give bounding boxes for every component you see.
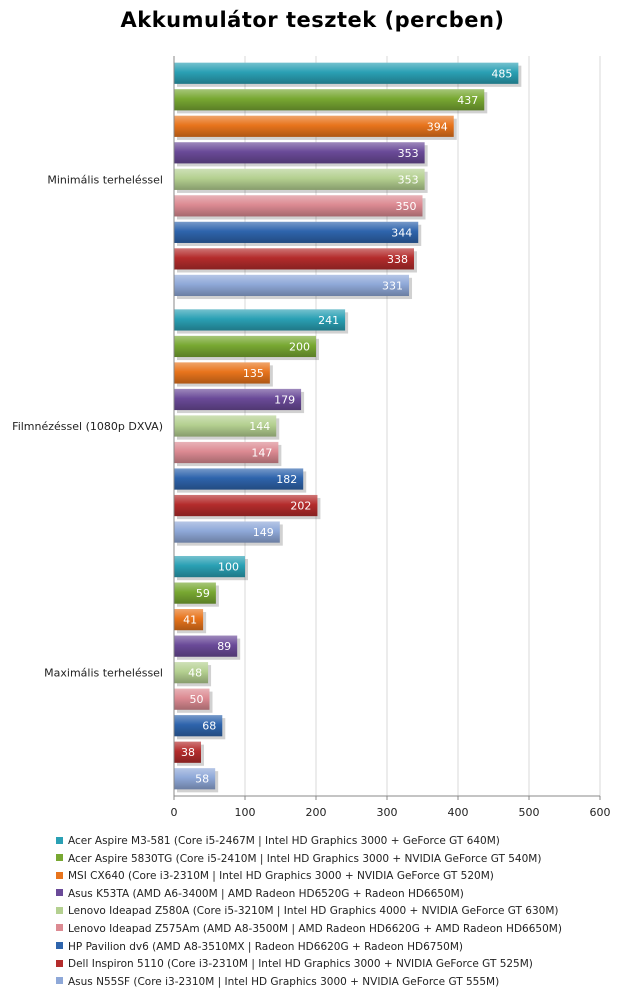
data-label: 353 [398,147,419,160]
legend-label: MSI CX640 (Core i3-2310M | Intel HD Grap… [68,870,494,883]
legend-swatch [56,871,63,879]
bar [174,388,302,411]
bar [174,195,423,217]
data-label: 41 [183,614,197,627]
bar [174,741,201,763]
bar [174,415,277,437]
category-label: Minimális terheléssel [47,173,163,186]
x-tick-label: 0 [171,806,178,819]
bar [174,555,245,578]
category-label: Filmnézéssel (1080p DXVA) [12,420,163,433]
bar [174,494,318,517]
legend-swatch [56,959,63,967]
legend-item: Acer Aspire 5830TG (Core i5-2410M | Inte… [56,851,621,869]
data-label: 394 [427,120,448,133]
bar [174,62,519,84]
bars: 485 437 394 353 353 350 344 338 331 241 200 135 179 1… [174,62,522,793]
legend-label: HP Pavilion dv6 (AMD A8-3510MX | Radeon … [68,940,463,953]
data-label: 149 [253,526,274,539]
bar [174,274,410,297]
bar [174,309,346,331]
axes: 0 100 200 300 400 500 600 Minimális terheléssel… [12,56,611,819]
data-label: 202 [290,500,311,513]
data-label: 241 [318,314,339,327]
bar [174,142,425,164]
legend-label: Asus N55SF (Core i3-2310M | Intel HD Gra… [68,975,500,988]
legend-item: Asus N55SF (Core i3-2310M | Intel HD Gra… [56,974,621,991]
data-label: 59 [196,587,210,600]
x-tick-label: 200 [306,806,327,819]
legend-label: Acer Aspire 5830TG (Core i5-2410M | Inte… [68,852,542,865]
bar [174,662,209,684]
data-label: 437 [457,94,478,107]
legend-item: Dell Inspiron 5110 (Core i3-2310M | Inte… [56,956,621,974]
bar [174,441,279,464]
bar [174,768,216,790]
data-label: 147 [251,447,272,460]
data-label: 144 [249,420,270,433]
legend-swatch [56,836,63,844]
legend-item: HP Pavilion dv6 (AMD A8-3510MX | Radeon … [56,939,621,957]
bar-chart: 485 437 394 353 353 350 344 338 331 241 200 135 179 1… [12,56,611,819]
legend-label: Lenovo Ideapad Z580A (Core i5-3210M | In… [68,905,559,918]
x-tick-label: 100 [235,806,256,819]
legend-item: Acer Aspire M3-581 (Core i5-2467M | Inte… [56,833,621,851]
legend-swatch [56,942,63,950]
bar [174,521,280,543]
data-label: 58 [195,773,209,786]
legend-swatch [56,906,63,914]
data-label: 331 [382,279,403,292]
bar [174,635,238,657]
bar [174,168,425,190]
data-label: 68 [202,720,216,733]
legend-swatch [56,924,63,932]
category-label: Maximális terheléssel [44,667,163,680]
bar [174,362,270,384]
data-label: 48 [188,667,202,680]
x-tick-label: 600 [590,806,611,819]
legend-label: Acer Aspire M3-581 (Core i5-2467M | Inte… [68,835,500,847]
bar [174,609,204,631]
legend-item: Lenovo Ideapad Z580A (Core i5-3210M | In… [56,903,621,921]
bar [174,115,454,137]
data-label: 200 [289,340,310,353]
data-label: 350 [396,200,417,213]
bar [174,335,316,358]
bar [174,221,419,243]
data-label: 353 [398,173,419,186]
data-label: 135 [243,367,264,380]
legend-swatch [56,889,63,897]
data-label: 50 [190,693,204,706]
legend-label: Lenovo Ideapad Z575Am (AMD A8-3500M | AM… [68,922,562,935]
x-tick-label: 300 [377,806,398,819]
data-label: 89 [217,640,231,653]
bar [174,688,210,710]
legend-swatch [56,977,63,985]
bar [174,468,304,490]
bar [174,89,485,111]
x-tick-label: 400 [448,806,469,819]
data-label: 179 [274,393,295,406]
chart-title: Akkumulátor tesztek (percben) [120,8,505,32]
legend-label: Dell Inspiron 5110 (Core i3-2310M | Inte… [68,958,533,971]
legend-item: MSI CX640 (Core i3-2310M | Intel HD Grap… [56,868,621,886]
data-label: 485 [491,67,512,80]
legend-item: Asus K53TA (AMD A6-3400M | AMD Radeon HD… [56,886,621,904]
legend-item: Lenovo Ideapad Z575Am (AMD A8-3500M | AM… [56,921,621,939]
legend: Acer Aspire M3-581 (Core i5-2467M | Inte… [56,833,621,991]
legend-label: Asus K53TA (AMD A6-3400M | AMD Radeon HD… [68,887,464,900]
x-tick-label: 500 [519,806,540,819]
data-label: 182 [276,473,297,486]
data-label: 100 [218,561,239,574]
data-label: 344 [391,226,412,239]
data-label: 338 [387,253,408,266]
bar [174,582,216,604]
legend-swatch [56,854,63,862]
bar [174,715,223,737]
data-label: 38 [181,746,195,759]
bar [174,248,414,270]
